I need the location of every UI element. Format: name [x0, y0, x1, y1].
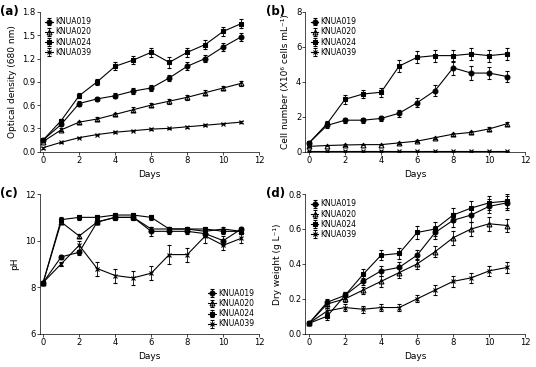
- Text: (c): (c): [0, 187, 18, 200]
- Y-axis label: Cell number (X10⁶ cells mL⁻¹): Cell number (X10⁶ cells mL⁻¹): [281, 14, 291, 149]
- Y-axis label: Dry weight (g L⁻¹): Dry weight (g L⁻¹): [273, 223, 282, 305]
- Text: (d): (d): [266, 187, 285, 200]
- Y-axis label: pH: pH: [10, 258, 19, 270]
- Legend: KNUA019, KNUA020, KNUA024, KNUA039: KNUA019, KNUA020, KNUA024, KNUA039: [43, 16, 93, 58]
- Legend: KNUA019, KNUA020, KNUA024, KNUA039: KNUA019, KNUA020, KNUA024, KNUA039: [309, 198, 359, 240]
- X-axis label: Days: Days: [138, 170, 161, 179]
- X-axis label: Days: Days: [404, 170, 427, 179]
- Text: (a): (a): [0, 5, 19, 18]
- Legend: KNUA019, KNUA020, KNUA024, KNUA039: KNUA019, KNUA020, KNUA024, KNUA039: [309, 16, 359, 58]
- Text: (b): (b): [266, 5, 285, 18]
- X-axis label: Days: Days: [138, 352, 161, 361]
- Legend: KNUA019, KNUA020, KNUA024, KNUA039: KNUA019, KNUA020, KNUA024, KNUA039: [206, 287, 256, 330]
- Y-axis label: Optical density (680 nm): Optical density (680 nm): [8, 25, 17, 138]
- X-axis label: Days: Days: [404, 352, 427, 361]
